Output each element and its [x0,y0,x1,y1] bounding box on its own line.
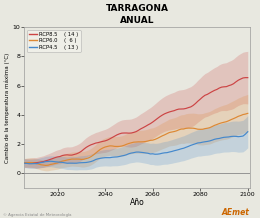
Legend: RCP8.5    ( 14 ), RCP6.0    (  6 ), RCP4.5    ( 13 ): RCP8.5 ( 14 ), RCP6.0 ( 6 ), RCP4.5 ( 13… [27,30,81,52]
Text: AEmet: AEmet [222,208,250,217]
Title: TARRAGONA
ANUAL: TARRAGONA ANUAL [106,4,169,25]
X-axis label: Año: Año [130,198,145,207]
Y-axis label: Cambio de la temperatura máxima (°C): Cambio de la temperatura máxima (°C) [4,52,10,163]
Text: © Agencia Estatal de Meteorología: © Agencia Estatal de Meteorología [3,213,71,217]
